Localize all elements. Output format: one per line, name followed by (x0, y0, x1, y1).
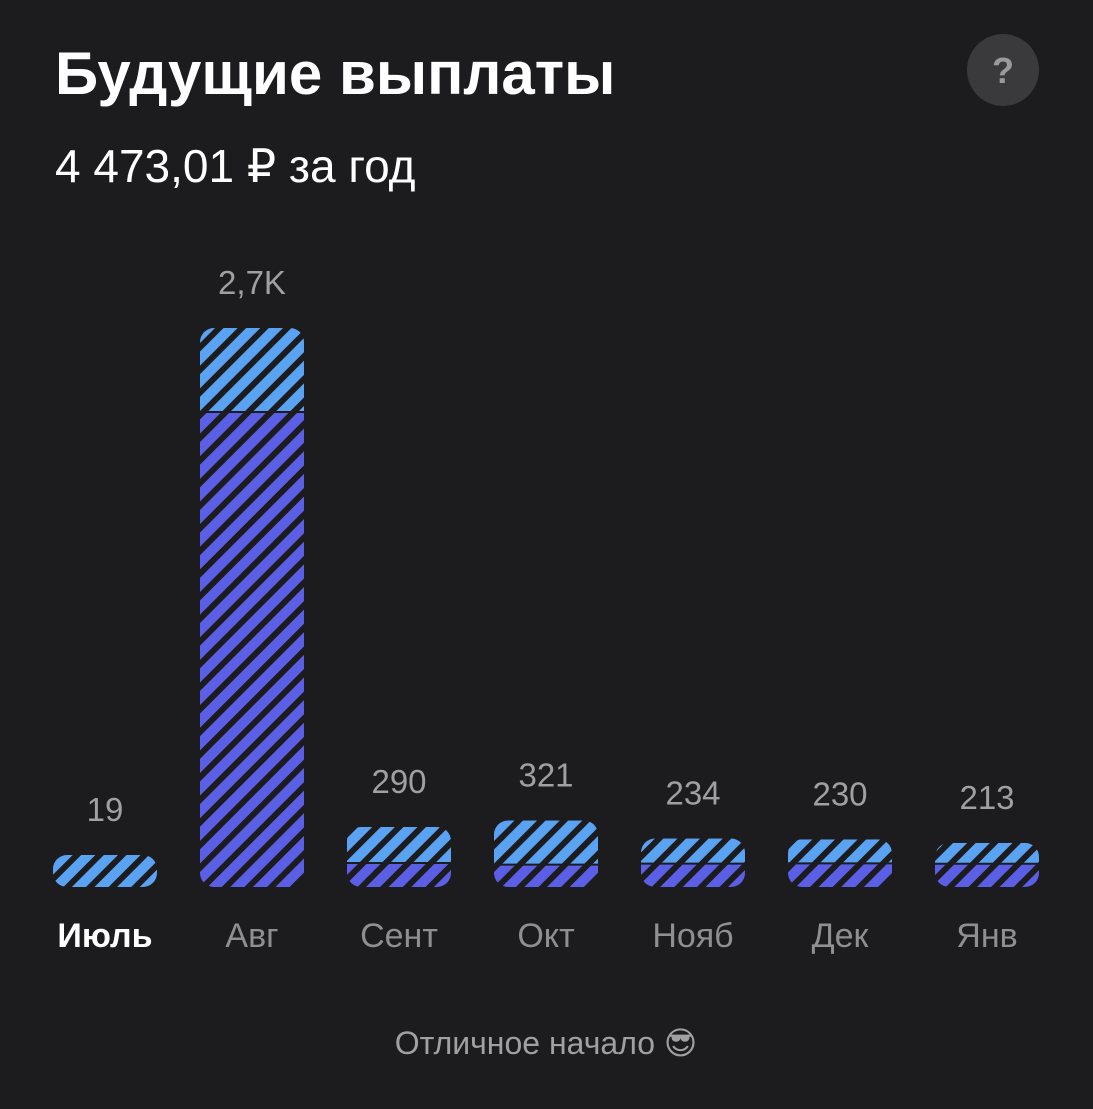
x-tick-label: Дек (812, 917, 870, 955)
bar-stack (935, 842, 1039, 887)
footer-note: Отличное начало 😎 (395, 1025, 698, 1061)
bar-segment (494, 864, 598, 887)
bar-segment (494, 820, 598, 865)
value-label: 234 (665, 775, 720, 812)
bar-segment (935, 863, 1039, 887)
x-tick-label: Авг (225, 917, 278, 955)
x-tick-label: Июль (57, 917, 152, 955)
x-tick-label: Янв (956, 917, 1017, 955)
bar-stack (788, 839, 892, 887)
value-label: 213 (959, 779, 1014, 816)
bar-segment (53, 855, 157, 887)
value-label: 290 (371, 763, 426, 800)
bar-segment (788, 863, 892, 887)
bar-segment (641, 863, 745, 887)
bar-stack (494, 820, 598, 887)
bar-segment (347, 862, 451, 887)
value-label: 230 (812, 775, 867, 812)
bar-segment (641, 838, 745, 864)
bar-stack (53, 855, 157, 887)
value-label: 321 (518, 757, 573, 794)
value-label: 2,7K (218, 264, 286, 301)
bar-segment (347, 826, 451, 863)
bar-segment (200, 412, 304, 887)
help-button[interactable]: ? (967, 34, 1039, 106)
x-tick-label: Сент (360, 917, 438, 955)
value-label: 19 (87, 791, 124, 828)
bar-segment (200, 328, 304, 413)
help-circle[interactable] (967, 34, 1039, 106)
title: Будущие выплаты (55, 40, 615, 107)
x-tick-label: Нояб (652, 917, 733, 955)
bar-segment (935, 842, 1039, 864)
bar-stack (200, 328, 304, 887)
bar-stack (347, 826, 451, 887)
subtitle: 4 473,01 ₽ за год (55, 140, 416, 192)
x-tick-label: Окт (517, 917, 574, 955)
bar-stack (641, 838, 745, 887)
bar-segment (788, 839, 892, 864)
help-icon[interactable]: ? (992, 50, 1014, 91)
